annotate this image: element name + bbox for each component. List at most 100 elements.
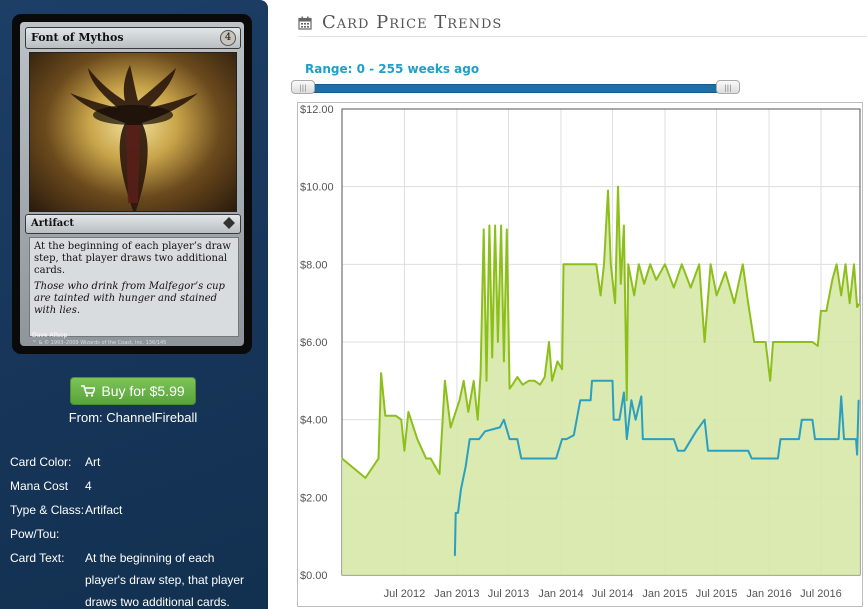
series-0-point [425,457,427,460]
x-tick-label: Jan 2013 [434,588,479,600]
x-tick-label: Jul 2013 [488,588,530,600]
series-1-point [623,391,625,394]
series-0-point [856,306,858,308]
series-0-point [811,341,813,343]
page-title: Card Price Trends [322,12,503,33]
series-0-point [849,302,851,304]
series-0-point [620,283,622,285]
series-0-point [831,279,833,281]
series-1-point [777,457,779,460]
series-1-point [565,438,567,440]
series-1-point [840,395,842,397]
y-tick-label: $8.00 [300,259,328,271]
series-1-point [677,450,679,452]
series-1-point [579,399,581,401]
series-0-point [859,302,861,304]
series-0-point [623,224,625,227]
series-1-point [655,438,657,440]
series-0-point [664,263,666,265]
series-1-point [457,512,459,514]
detail-value: 4 [85,479,92,493]
series-0-point [772,341,774,343]
y-tick-label: $6.00 [300,337,328,349]
series-1-point [509,438,511,440]
series-0-point [742,263,744,265]
card-name-bar: Font of Mythos 4 [25,27,241,49]
series-0-point [544,376,546,378]
series-1-line [453,379,860,556]
series-0-point [820,310,822,312]
series-1-point [454,554,456,557]
series-0-point [638,263,640,265]
series-0-point [704,341,706,343]
series-1-point [613,419,615,421]
series-0-point [853,263,855,265]
series-0-point [438,473,441,475]
series-0-point [747,302,749,304]
card-type-bar: Artifact [25,214,241,234]
series-0-point [473,380,475,382]
series-0-point [753,341,755,343]
y-tick-label: $0.00 [300,570,328,582]
series-0-point [825,310,827,312]
series-1-point [611,380,614,382]
card-name: Font of Mythos [31,31,124,44]
series-1-point [801,419,803,421]
series-0-point [569,263,571,265]
series-1-point [695,430,697,432]
series-0-point [516,376,518,378]
x-tick-label: Jul 2012 [384,588,426,600]
series-0-point [534,380,536,382]
title-divider [298,36,867,37]
x-tick-label: Jul 2016 [800,588,842,600]
card-text-box: At the beginning of each player’s draw s… [29,237,239,337]
detail-label: Pow/Tou: [10,527,60,541]
series-0-point [724,271,727,273]
series-1-point [779,438,782,440]
series-1-point [618,419,620,421]
range-slider-start-handle[interactable]: ||| [291,80,315,94]
series-0-point [479,372,482,374]
card-type-line: Artifact [31,218,74,229]
series-0-point [467,411,469,413]
series-0-point [643,283,645,285]
series-1-point [455,512,457,514]
card-sidebar: Font of Mythos 4 Artifact At the beginni… [0,0,268,609]
series-1-point [460,488,462,491]
series-0-point [444,380,446,382]
y-tick-label: $10.00 [300,182,334,194]
series-1-point [626,438,628,440]
series-0-point [522,384,524,386]
series-1-point [503,419,505,421]
series-1-point [664,438,666,440]
detail-value: Artifact [85,503,123,517]
x-tick-label: Jan 2016 [746,588,791,600]
series-1-point [855,438,857,440]
series-0-point [364,477,366,479]
series-0-point [649,263,651,265]
series-1-point [573,434,575,436]
series-1-point [647,438,649,440]
series-0-point [599,294,602,296]
series-1-point [642,438,644,440]
series-1-point [811,419,813,421]
series-0-point [626,399,628,401]
series-0-point [416,438,418,440]
series-1-point [555,457,557,460]
series-1-point [478,438,480,440]
series-0-point [710,263,712,265]
series-1-point [707,450,709,452]
series-0-point [610,263,612,265]
y-tick-label: $12.00 [300,104,334,116]
series-1-point [673,438,675,440]
series-0-point [458,399,461,401]
series-0-point [690,287,692,289]
series-0-point [380,372,382,374]
series-0-point [539,384,541,386]
range-slider-end-handle[interactable]: ||| [716,80,740,94]
buy-button[interactable]: Buy for $5.99 [70,377,196,405]
card-art-figure [70,65,198,211]
series-0-point [673,287,675,289]
series-1-point [465,465,467,467]
series-0-point [603,263,605,265]
